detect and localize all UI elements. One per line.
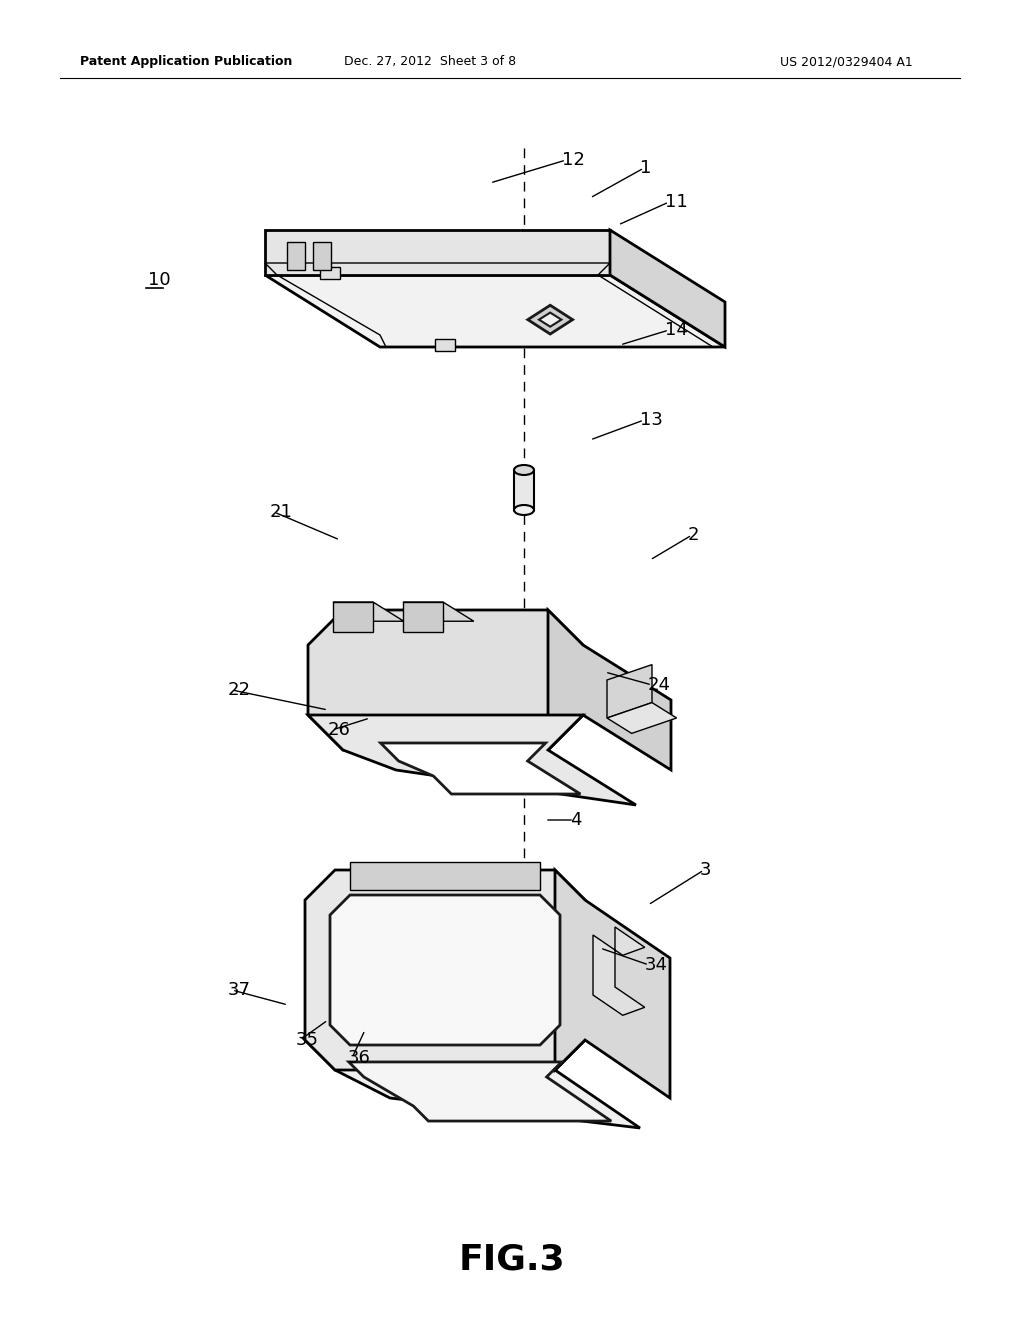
Text: 22: 22 (228, 681, 251, 700)
Text: 35: 35 (296, 1031, 319, 1049)
Polygon shape (349, 1063, 611, 1121)
Text: 14: 14 (665, 321, 688, 339)
Polygon shape (555, 870, 670, 1098)
Polygon shape (319, 267, 340, 279)
Text: 3: 3 (700, 861, 712, 879)
Text: 21: 21 (270, 503, 293, 521)
Text: 34: 34 (645, 956, 668, 974)
Polygon shape (527, 305, 572, 334)
Polygon shape (381, 743, 581, 795)
Text: 26: 26 (328, 721, 351, 739)
Text: 4: 4 (570, 810, 582, 829)
Text: 10: 10 (148, 271, 171, 289)
Text: US 2012/0329404 A1: US 2012/0329404 A1 (780, 55, 912, 69)
Polygon shape (350, 862, 540, 890)
Ellipse shape (514, 506, 534, 515)
Polygon shape (610, 230, 725, 347)
Polygon shape (607, 702, 677, 734)
Text: FIG.3: FIG.3 (459, 1243, 565, 1276)
Text: 11: 11 (665, 193, 688, 211)
Polygon shape (305, 870, 585, 1071)
Polygon shape (265, 275, 725, 347)
Text: 13: 13 (640, 411, 663, 429)
Polygon shape (333, 602, 403, 622)
Polygon shape (308, 715, 636, 805)
Polygon shape (265, 230, 610, 275)
Polygon shape (607, 664, 652, 718)
Text: 37: 37 (228, 981, 251, 999)
Text: 2: 2 (688, 525, 699, 544)
Text: 1: 1 (640, 158, 651, 177)
Polygon shape (435, 339, 455, 351)
Polygon shape (330, 895, 560, 1045)
Polygon shape (593, 927, 645, 1015)
Polygon shape (403, 602, 443, 632)
Text: Patent Application Publication: Patent Application Publication (80, 55, 293, 69)
Ellipse shape (514, 465, 534, 475)
Bar (514, 470, 534, 510)
Polygon shape (539, 313, 561, 326)
Polygon shape (308, 610, 583, 750)
Text: 12: 12 (562, 150, 585, 169)
Polygon shape (287, 242, 305, 271)
Polygon shape (313, 242, 331, 271)
Polygon shape (403, 602, 474, 622)
Polygon shape (305, 1040, 640, 1129)
Text: 36: 36 (348, 1049, 371, 1067)
Text: 24: 24 (648, 676, 671, 694)
Polygon shape (548, 610, 671, 770)
Text: Dec. 27, 2012  Sheet 3 of 8: Dec. 27, 2012 Sheet 3 of 8 (344, 55, 516, 69)
Polygon shape (333, 602, 373, 632)
